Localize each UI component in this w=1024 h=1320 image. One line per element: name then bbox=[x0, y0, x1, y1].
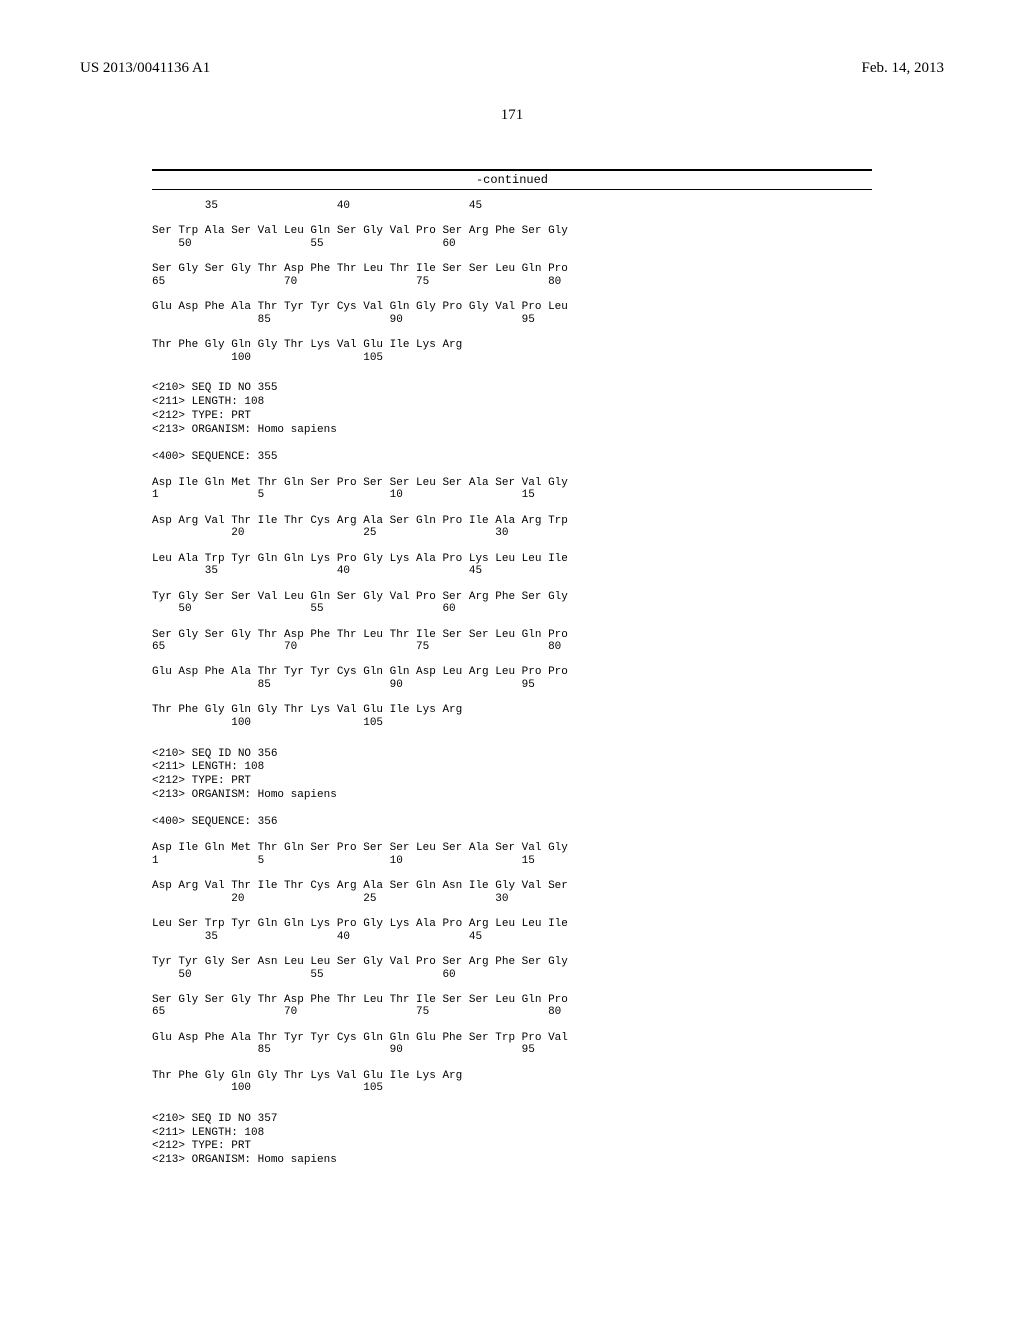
sequence-listing: -continued 35 40 45 Ser Trp Ala Ser Val … bbox=[152, 169, 872, 1168]
page-container: US 2013/0041136 A1 Feb. 14, 2013 171 -co… bbox=[0, 0, 1024, 1220]
seq-357-meta: <210> SEQ ID NO 357 <211> LENGTH: 108 <2… bbox=[152, 1113, 872, 1168]
publication-date: Feb. 14, 2013 bbox=[862, 60, 945, 77]
continued-label: -continued bbox=[152, 173, 872, 187]
seq-355-body: Asp Ile Gln Met Thr Gln Ser Pro Ser Ser … bbox=[152, 477, 872, 730]
seq-356-body: Asp Ile Gln Met Thr Gln Ser Pro Ser Ser … bbox=[152, 842, 872, 1095]
continued-bar: -continued bbox=[152, 169, 872, 190]
seq-356-meta: <210> SEQ ID NO 356 <211> LENGTH: 108 <2… bbox=[152, 748, 872, 831]
seq-355-meta: <210> SEQ ID NO 355 <211> LENGTH: 108 <2… bbox=[152, 382, 872, 465]
page-number: 171 bbox=[80, 107, 944, 124]
sequence-top-fragment: 35 40 45 Ser Trp Ala Ser Val Leu Gln Ser… bbox=[152, 200, 872, 364]
page-header: US 2013/0041136 A1 Feb. 14, 2013 bbox=[80, 60, 944, 77]
publication-number: US 2013/0041136 A1 bbox=[80, 60, 210, 77]
